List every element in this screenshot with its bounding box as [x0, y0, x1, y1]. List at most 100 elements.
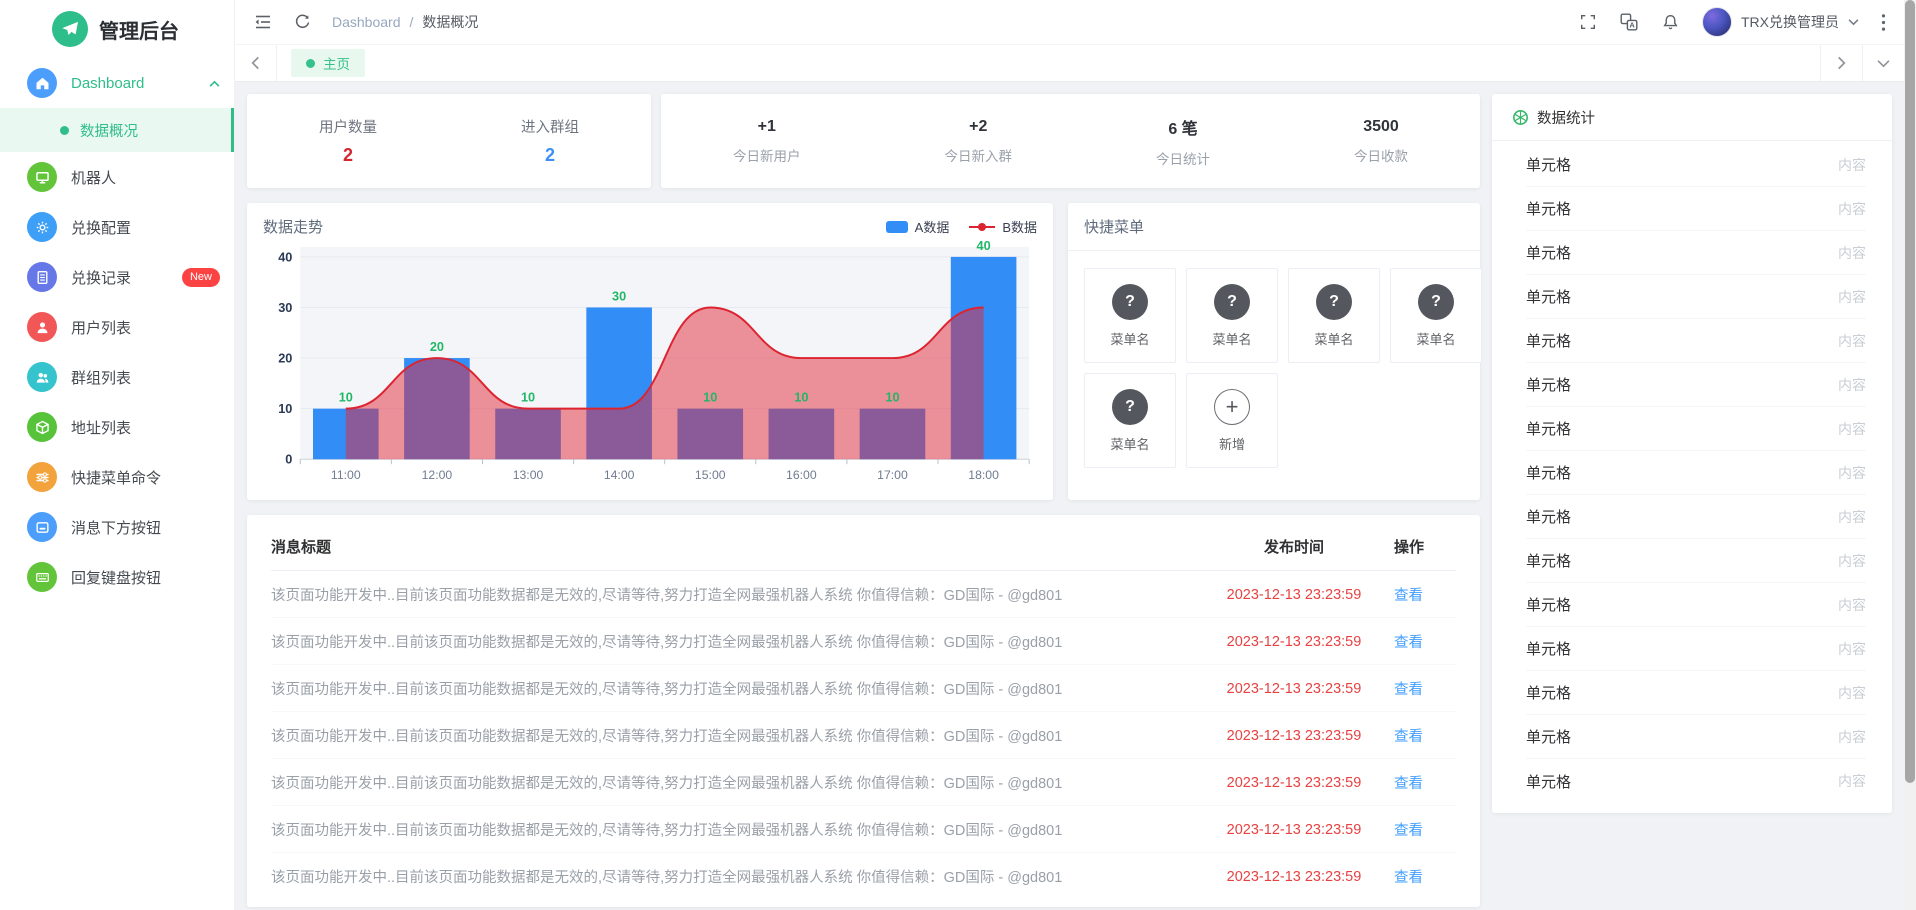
message-time: 2023-12-13 23:23:59: [1194, 664, 1394, 712]
view-link[interactable]: 查看: [1394, 635, 1423, 651]
svg-text:10: 10: [703, 390, 717, 405]
view-link[interactable]: 查看: [1394, 776, 1423, 792]
sidebar-item-label: 兑换配置: [71, 219, 132, 237]
header-actions: A TRX兑换管理员: [1579, 7, 1886, 37]
sidebar-item-group-list[interactable]: 群组列表: [0, 352, 234, 402]
cell-label: 单元格: [1526, 509, 1572, 526]
quick-menu-item[interactable]: ? 菜单名: [1186, 268, 1278, 363]
message-text: 该页面功能开发中..目前该页面功能数据都是无效的,尽请等待,努力打造全网最强机器…: [271, 664, 1194, 712]
cell-value: 内容: [1838, 420, 1866, 437]
plus-icon: +: [1214, 388, 1250, 425]
quick-menu-item[interactable]: ? 菜单名: [1084, 268, 1176, 363]
cell-label: 单元格: [1526, 553, 1572, 570]
user-icon: [27, 312, 57, 342]
svg-text:16:00: 16:00: [786, 468, 817, 482]
svg-text:10: 10: [339, 390, 353, 405]
view-link[interactable]: 查看: [1394, 823, 1423, 839]
cell-value: 内容: [1838, 156, 1866, 173]
view-link[interactable]: 查看: [1394, 729, 1423, 745]
user-name: TRX兑换管理员: [1741, 14, 1839, 30]
sidebar-item-label: 兑换记录: [71, 269, 132, 287]
stat-new-users: +1 今日新用户: [733, 118, 801, 165]
svg-text:10: 10: [521, 390, 535, 405]
sidebar-item-robot[interactable]: 机器人: [0, 152, 234, 202]
quick-menu-item[interactable]: ? 菜单名: [1390, 268, 1482, 363]
tab-bar: 主页: [235, 44, 1904, 82]
tabs-scroll-right-button[interactable]: [1820, 45, 1862, 81]
message-text: 该页面功能开发中..目前该页面功能数据都是无效的,尽请等待,努力打造全网最强机器…: [271, 617, 1194, 665]
list-item: 单元格 内容: [1526, 495, 1866, 539]
list-item: 单元格 内容: [1526, 583, 1866, 627]
sidebar-item-dashboard[interactable]: Dashboard: [0, 58, 234, 108]
panel-title: 数据统计: [1537, 110, 1595, 127]
cell-value: 内容: [1838, 728, 1866, 745]
today-card: +1 今日新用户 +2 今日新入群 6 笔 今日统计 3500 今日收款: [661, 94, 1480, 188]
menu-fold-icon[interactable]: [253, 12, 273, 32]
list-item: 单元格 内容: [1526, 451, 1866, 495]
legend-bar-swatch-icon: [885, 220, 908, 233]
svg-text:30: 30: [612, 288, 626, 303]
sidebar-item-exchange-config[interactable]: 兑换配置: [0, 202, 234, 252]
legend-series-b[interactable]: B数据: [969, 217, 1037, 236]
question-icon: ?: [1112, 388, 1148, 425]
sidebar-subitem-data-overview[interactable]: 数据概况: [0, 108, 234, 152]
sidebar-item-quick-menu-commands[interactable]: 快捷菜单命令: [0, 452, 234, 502]
stat-label: 今日统计: [1156, 151, 1210, 167]
cell-value: 内容: [1838, 376, 1866, 393]
add-menu-button[interactable]: + 新增: [1186, 373, 1278, 468]
svg-text:40: 40: [278, 249, 292, 264]
bell-icon[interactable]: [1661, 13, 1680, 32]
user-menu[interactable]: TRX兑换管理员: [1702, 7, 1859, 37]
message-time: 2023-12-13 23:23:59: [1194, 805, 1394, 853]
stat-label: 用户数量: [319, 120, 377, 136]
sidebar-item-label: 用户列表: [71, 319, 132, 337]
sidebar-item-address-list[interactable]: 地址列表: [0, 402, 234, 452]
fullscreen-icon[interactable]: [1579, 13, 1597, 31]
breadcrumb-separator: /: [409, 14, 414, 30]
tabs-menu-button[interactable]: [1862, 45, 1904, 81]
sidebar-item-inline-buttons[interactable]: 消息下方按钮: [0, 502, 234, 552]
quick-menu-item-label: 菜单名: [1314, 331, 1354, 347]
cell-value: 内容: [1838, 200, 1866, 217]
view-link[interactable]: 查看: [1394, 682, 1423, 698]
view-link[interactable]: 查看: [1394, 870, 1423, 886]
sidebar-item-label: 快捷菜单命令: [71, 469, 162, 487]
messages-card: 消息标题 发布时间 操作 该页面功能开发中..目前该页面功能数据都是无效的,尽请…: [247, 515, 1480, 907]
view-link[interactable]: 查看: [1394, 588, 1423, 604]
kebab-icon[interactable]: [1881, 13, 1886, 32]
column-header-time: 发布时间: [1194, 521, 1394, 571]
quick-menu-item[interactable]: ? 菜单名: [1084, 373, 1176, 468]
scrollbar-thumb[interactable]: [1905, 0, 1915, 783]
cell-label: 单元格: [1526, 421, 1572, 438]
cell-value: 内容: [1838, 552, 1866, 569]
stat-value: 2: [544, 145, 555, 165]
refresh-icon[interactable]: [293, 13, 312, 32]
list-item: 单元格 内容: [1526, 143, 1866, 187]
sidebar-item-user-list[interactable]: 用户列表: [0, 302, 234, 352]
sidebar-item-exchange-records[interactable]: 兑换记录 New: [0, 252, 234, 302]
stat-value: 3500: [1363, 117, 1399, 135]
messages-table: 消息标题 发布时间 操作 该页面功能开发中..目前该页面功能数据都是无效的,尽请…: [271, 521, 1456, 899]
tabs-scroll-left-button[interactable]: [235, 45, 277, 81]
breadcrumb-root[interactable]: Dashboard: [332, 14, 401, 30]
table-row: 该页面功能开发中..目前该页面功能数据都是无效的,尽请等待,努力打造全网最强机器…: [271, 711, 1456, 759]
list-item: 单元格 内容: [1526, 231, 1866, 275]
translate-icon[interactable]: A: [1619, 12, 1639, 32]
stat-label: 今日新用户: [733, 148, 801, 164]
legend-series-a[interactable]: A数据: [885, 217, 949, 236]
cell-label: 单元格: [1526, 729, 1572, 746]
cell-value: 内容: [1838, 596, 1866, 613]
cell-label: 单元格: [1526, 641, 1572, 658]
stats-panel-rows: 单元格 内容 单元格 内容 单元格 内容 单元格: [1492, 141, 1892, 803]
message-text: 该页面功能开发中..目前该页面功能数据都是无效的,尽请等待,努力打造全网最强机器…: [271, 758, 1194, 806]
sidebar-item-label: 群组列表: [71, 369, 132, 387]
sidebar-item-reply-keyboard[interactable]: 回复键盘按钮: [0, 552, 234, 602]
totals-card: 用户数量 2 进入群组 2: [247, 94, 651, 188]
quick-menu-item[interactable]: ? 菜单名: [1288, 268, 1380, 363]
tab-home[interactable]: 主页: [291, 49, 365, 77]
list-item: 单元格 内容: [1526, 275, 1866, 319]
svg-text:40: 40: [977, 241, 991, 253]
message-time: 2023-12-13 23:23:59: [1226, 868, 1362, 885]
quick-menu-item-label: 菜单名: [1212, 331, 1252, 347]
svg-text:11:00: 11:00: [331, 468, 361, 482]
